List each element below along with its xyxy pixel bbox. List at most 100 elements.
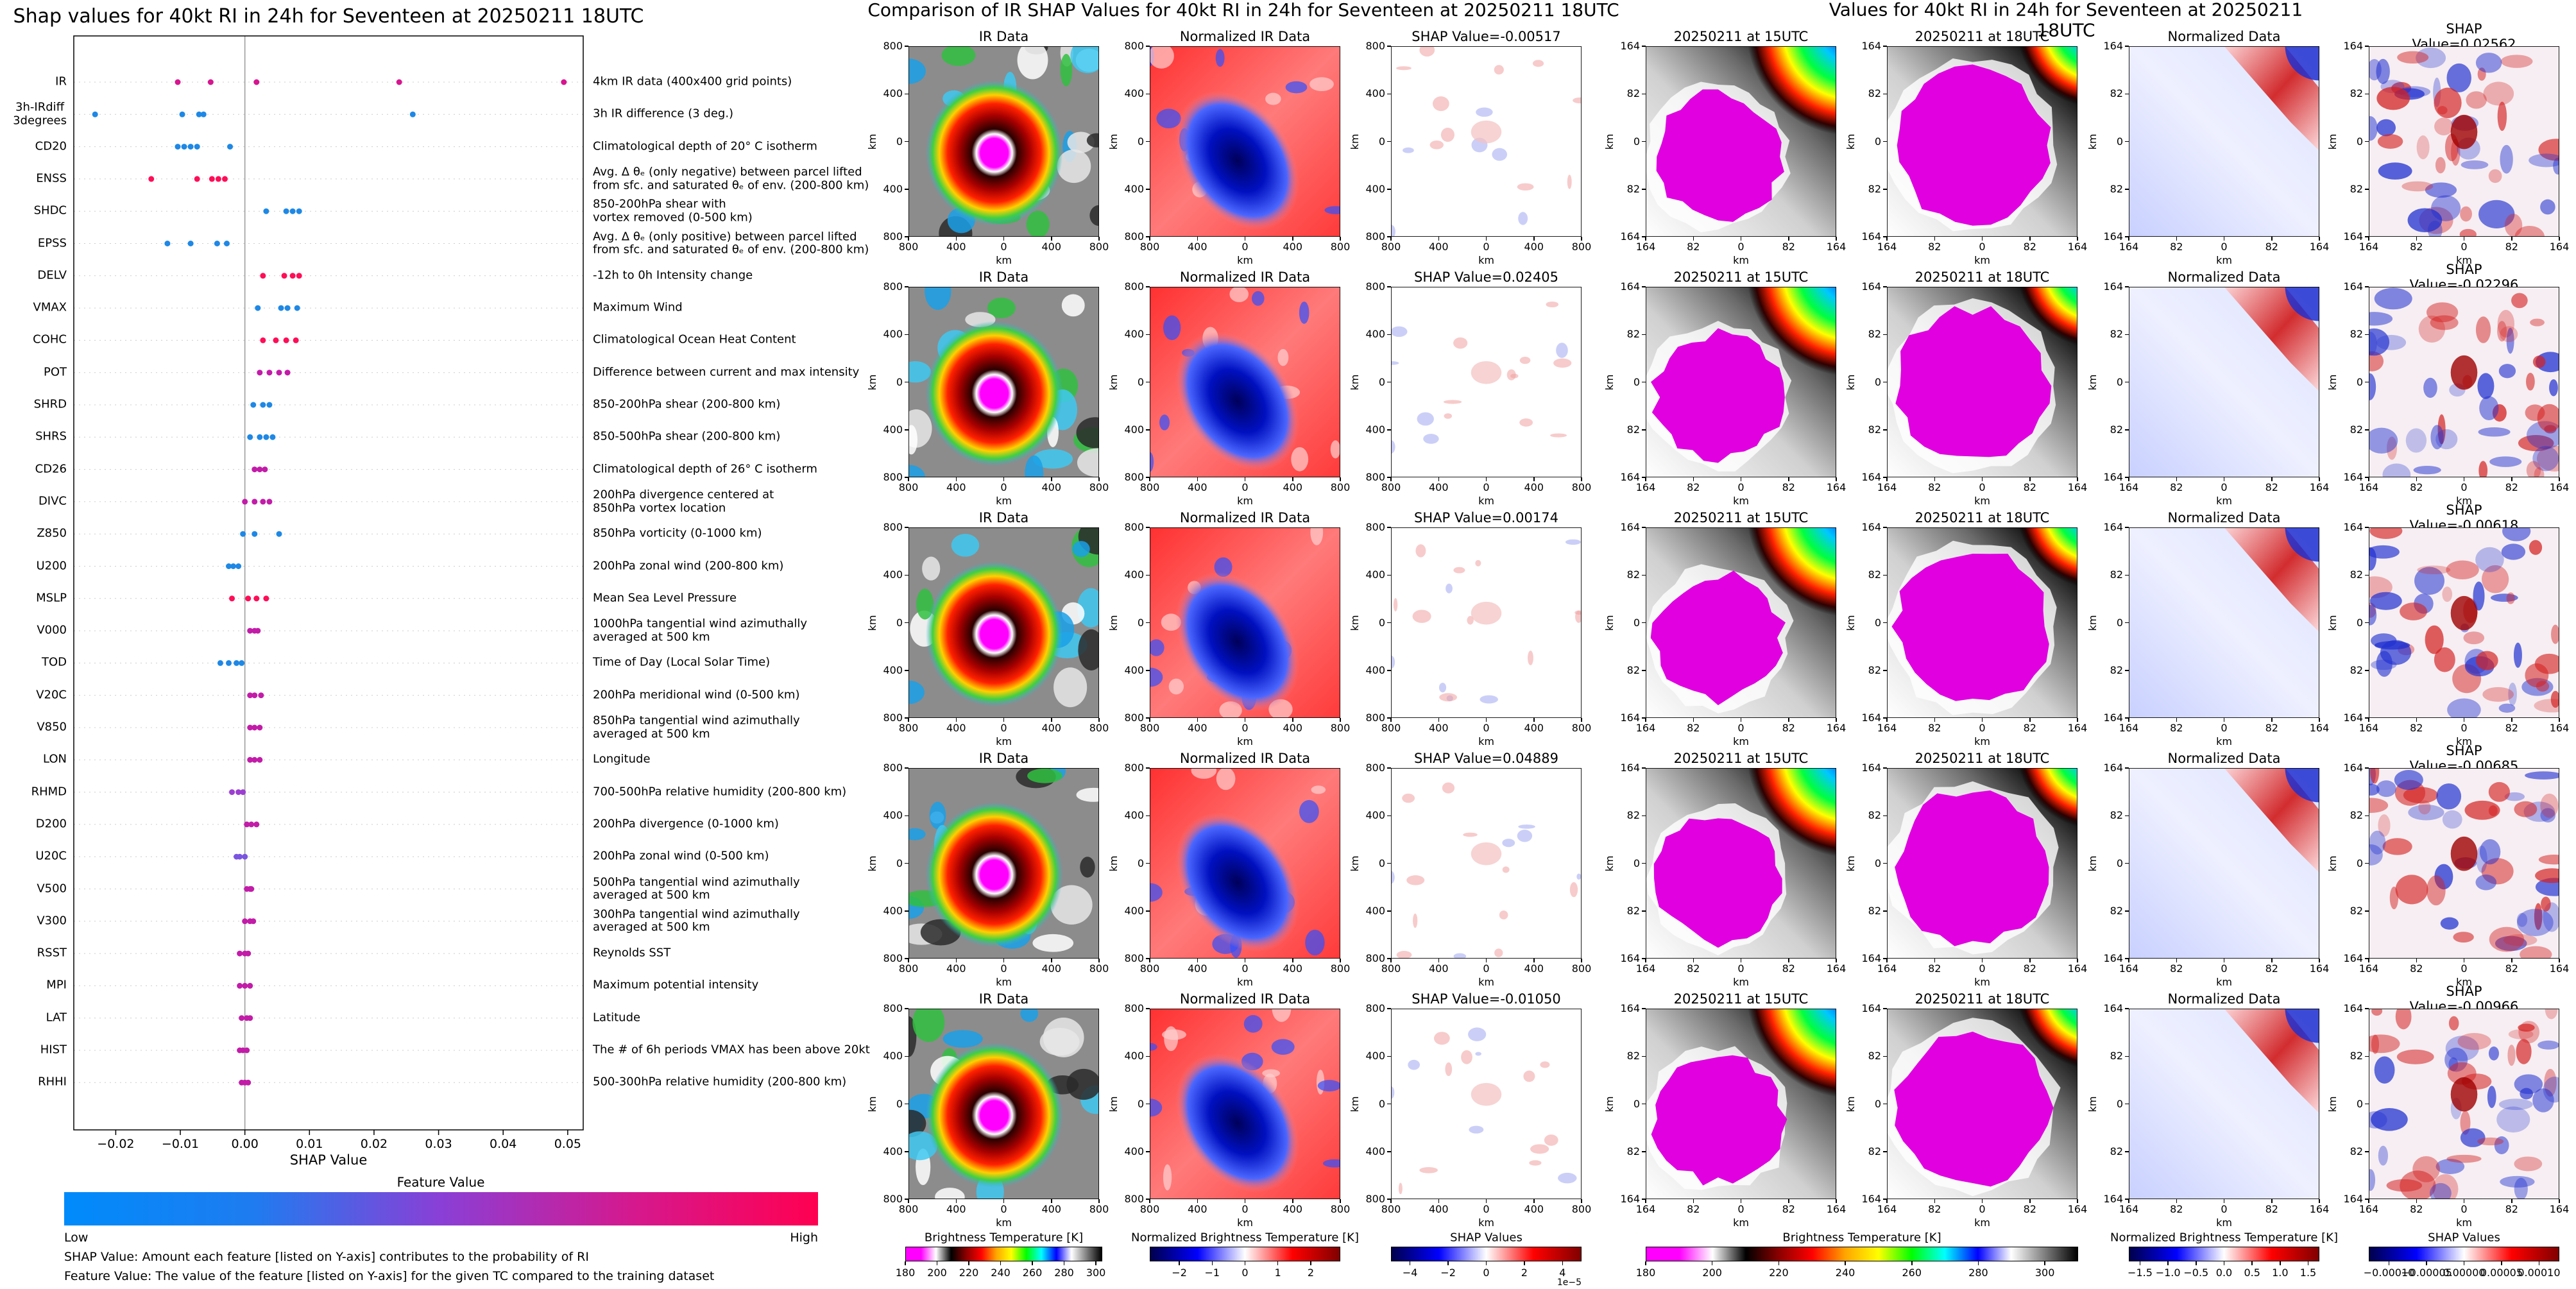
x-tick-label: 82: [2410, 962, 2423, 975]
x-tick-label: 164: [1826, 721, 1847, 734]
shap-point: [226, 660, 232, 666]
x-tick-label: 0: [1737, 1202, 1744, 1215]
shap-core: [2450, 595, 2478, 631]
y-tick: [2125, 815, 2129, 816]
shap-patch: [2504, 214, 2523, 237]
y-tick-label: 800: [883, 761, 903, 774]
colorbar-tick-label: 2: [1521, 1266, 1528, 1279]
y-tick: [1387, 1151, 1391, 1152]
x-tick: [1788, 1199, 1789, 1203]
shap-patch: [2535, 868, 2559, 884]
x-tick-label: 400: [1041, 481, 1062, 493]
feature-name: V850: [37, 720, 67, 734]
shap-patch: [2377, 133, 2403, 149]
y-axis-label: km: [2326, 374, 2339, 390]
x-tick-label: 82: [2023, 721, 2036, 734]
y-tick-label: 400: [1365, 904, 1385, 917]
y-tick: [1387, 862, 1391, 864]
shap-patch: [1393, 598, 1398, 611]
y-tick-label: 0: [1633, 135, 1640, 148]
shap-point: [221, 176, 228, 182]
colorbar-tick: [905, 1261, 906, 1265]
x-tick-label: 82: [1782, 240, 1795, 253]
cold-band: [2018, 527, 2077, 586]
panel-title: 20250211 at 18UTC: [1915, 269, 2050, 285]
panel-title: Normalized Data: [2167, 509, 2281, 525]
shap-core: [2450, 1077, 2478, 1112]
y-tick-label: 400: [1124, 904, 1144, 917]
x-tick-label: 800: [1571, 962, 1592, 975]
shap-point: [561, 79, 567, 85]
cold-corner: [2285, 46, 2319, 81]
colorbar-tick: [1447, 1261, 1449, 1265]
shap-point: [293, 337, 299, 343]
y-tick-label: 82: [1868, 1050, 1881, 1063]
cold-blob: [1895, 306, 2052, 457]
image-panel: [2369, 287, 2559, 477]
feature-name: EPSS: [37, 236, 67, 250]
y-tick-label: 164: [2343, 520, 2363, 533]
y-tick-label: 82: [2350, 809, 2363, 822]
x-tick: [1740, 237, 1742, 241]
shap-patch: [1553, 358, 1572, 368]
x-tick: [2223, 237, 2225, 241]
y-tick-label: 164: [2103, 280, 2123, 293]
x-tick-label: 164: [2549, 240, 2570, 253]
cloud-patch: [1060, 53, 1073, 87]
y-tick: [2365, 670, 2369, 671]
colorbar: [1646, 1247, 2078, 1261]
shap-point: [229, 789, 235, 796]
cloud-patch: [1311, 785, 1326, 794]
y-tick: [1387, 429, 1391, 431]
x-tick-label: 400: [1524, 962, 1544, 975]
x-axis-label: km: [1478, 975, 1494, 988]
x-tick: [2559, 237, 2560, 241]
y-axis-label: km: [1348, 133, 1361, 149]
y-tick-label: 0: [1378, 1097, 1385, 1110]
x-axis-label: km: [996, 1216, 1012, 1229]
x-tick: [1051, 477, 1052, 481]
x-tick-label: 164: [2549, 481, 2570, 493]
x-tick-label: 164: [2309, 1202, 2330, 1215]
shap-patch: [2549, 379, 2558, 397]
shap-point: [237, 982, 243, 989]
cold-core: [1175, 812, 1299, 952]
shap-patch: [2500, 55, 2533, 68]
colorbar-tick: [2538, 1261, 2540, 1265]
colorbar-tick: [1032, 1261, 1033, 1265]
x-tick: [1645, 718, 1646, 722]
x-tick-label: 400: [946, 240, 966, 253]
shap-patch: [1442, 782, 1455, 794]
x-tick-label: 400: [1187, 721, 1207, 734]
y-tick: [905, 717, 908, 719]
shap-patch: [1480, 695, 1498, 704]
y-tick-label: 164: [1861, 761, 1881, 774]
shap-patch: [2435, 1159, 2465, 1174]
y-tick: [905, 93, 908, 94]
cold-band: [2018, 46, 2077, 105]
y-tick-label: 82: [1626, 809, 1640, 822]
x-axis-label: km: [1237, 975, 1253, 988]
y-tick: [2125, 477, 2129, 478]
storm: [925, 561, 1063, 707]
x-tick: [908, 477, 909, 481]
shap-patch: [2442, 810, 2462, 829]
cold-band: [1748, 768, 1836, 857]
shap-point: [253, 79, 260, 85]
y-tick: [1883, 527, 1887, 528]
shap-point: [260, 499, 266, 505]
shap-point: [239, 1015, 245, 1021]
y-tick-label: 0: [1633, 375, 1640, 388]
shap-patch: [2530, 318, 2545, 327]
colorbar-tick: [2463, 1261, 2465, 1265]
feature-description: Climatological Ocean Heat Content: [593, 333, 796, 347]
x-tick-label: 82: [1782, 962, 1795, 975]
cloud-patch: [1272, 1009, 1292, 1022]
x-tick-label: 164: [2358, 721, 2379, 734]
shap-patch: [2491, 593, 2518, 602]
feature-description: Latitude: [593, 1011, 641, 1025]
shap-point: [187, 144, 194, 150]
panel-title: Normalized Data: [2167, 750, 2281, 766]
y-tick: [2125, 767, 2129, 769]
feature-description: 200hPa divergence (0-1000 km): [593, 817, 779, 831]
